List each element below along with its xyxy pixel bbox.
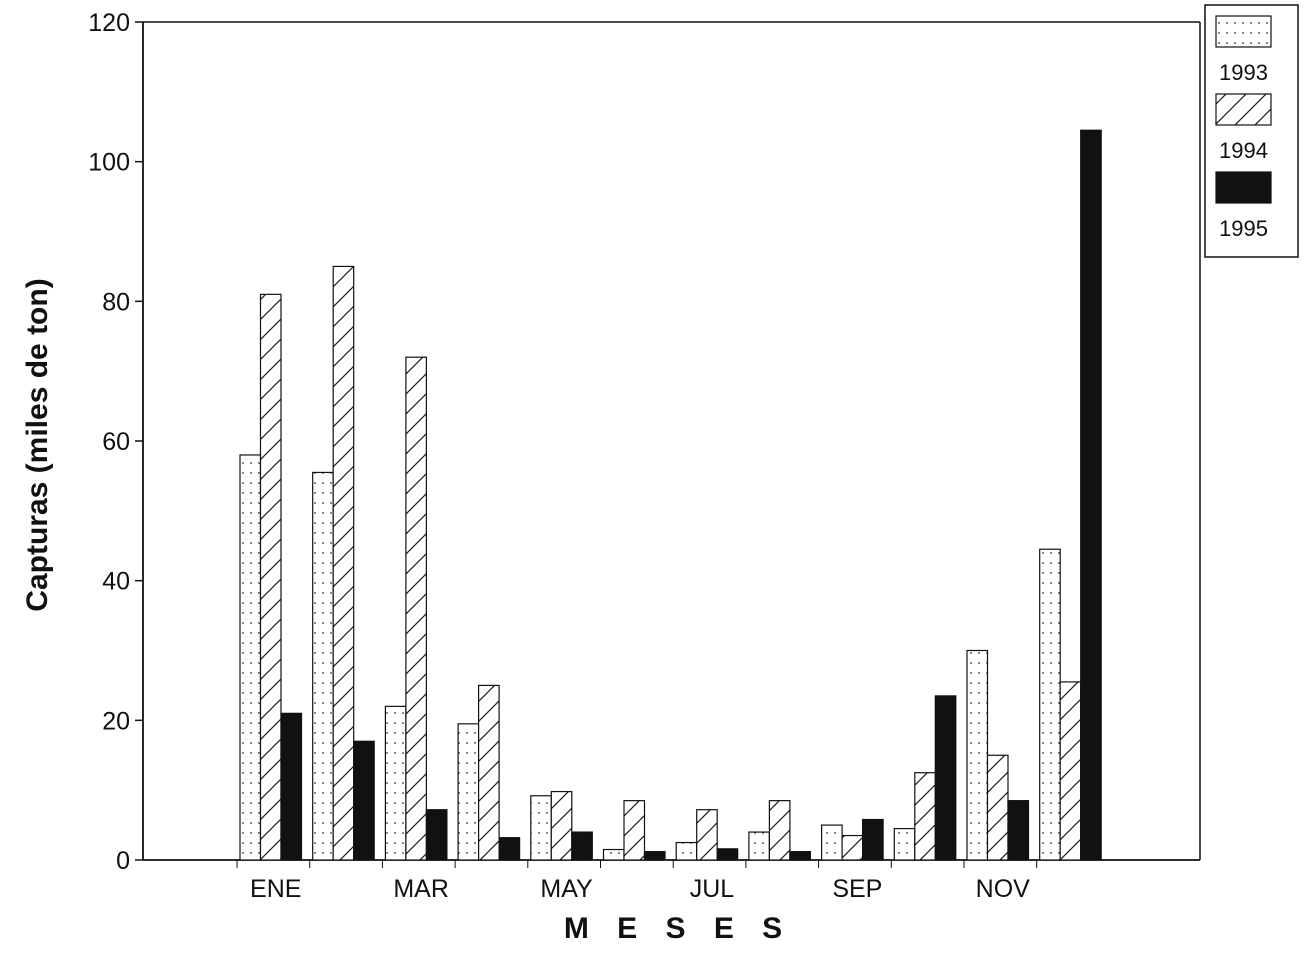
y-tick-label: 40 [102,568,130,596]
bar-1994-mar [405,356,427,861]
bar-1994-feb [332,265,355,861]
x-tick-label: JUL [690,875,735,903]
bar-1994-may [550,790,573,861]
x-tick-label: MAR [393,875,449,903]
bar-1995-may [571,831,593,861]
y-axis-title: Capturas (miles de ton) [21,278,54,611]
bar-1993-ago [748,831,771,861]
y-tick-label: 0 [116,847,130,875]
bar-1993-may [530,795,552,861]
bar-1994-oct [914,772,936,861]
bar-1994-abr [478,684,500,861]
plot-frame [143,21,1201,860]
bar-1993-ene [239,454,262,861]
y-tick-label: 120 [88,9,130,37]
x-tick-label: SEP [832,875,882,903]
bar-1994-dic [1059,681,1082,861]
bar-1995-dic [1080,129,1102,861]
bar-1994-jun [623,800,646,861]
bar-1994-sep [841,834,864,861]
bar-1995-ene [280,712,303,861]
bar-1995-oct [934,695,957,861]
bar-1993-jun [602,848,625,861]
y-axis: 0 20 40 60 80 100 120 [88,9,144,875]
bar-1993-dic [1039,548,1061,861]
bar-1995-nov [1007,800,1030,861]
bar-1994-ene [259,293,282,861]
bar-1995-abr [498,837,521,861]
legend-label-1993: 1993 [1219,60,1268,85]
x-tick-label: ENE [250,875,301,903]
bar-1993-oct [893,827,916,861]
y-tick-label: 60 [102,428,130,456]
x-tick-label: MAY [540,875,593,903]
y-tick-label: 80 [102,288,130,316]
y-tick-label: 100 [88,149,130,177]
bar-1993-nov [966,649,989,861]
bars [239,129,1102,861]
bar-1995-feb [353,740,375,861]
bar-1993-sep [820,824,843,861]
x-axis: ENE MAR MAY JUL SEP NOV [143,859,1200,903]
bar-1994-ago [768,800,791,861]
bar-1993-jul [675,841,698,861]
legend: 1993 1994 1995 [1204,4,1299,258]
bar-1994-nov [986,754,1009,861]
y-tick-label: 20 [102,707,130,735]
legend-swatch-1995 [1215,171,1272,204]
bar-1995-sep [861,818,884,861]
bar-1993-mar [384,705,407,861]
legend-swatch-1994 [1215,93,1272,126]
legend-swatch-1993 [1215,15,1272,48]
bar-1995-ago [789,851,812,861]
x-axis-title: M E S E S [564,912,792,945]
legend-label-1994: 1994 [1219,138,1268,163]
bar-1993-abr [457,723,480,861]
bar-1995-mar [425,809,448,861]
x-tick-label: NOV [976,875,1031,903]
legend-label-1995: 1995 [1219,216,1268,241]
bar-1994-jul [696,809,718,861]
bar-1993-feb [312,471,334,861]
bar-1995-jun [643,851,666,861]
bar-1995-jul [716,848,739,861]
